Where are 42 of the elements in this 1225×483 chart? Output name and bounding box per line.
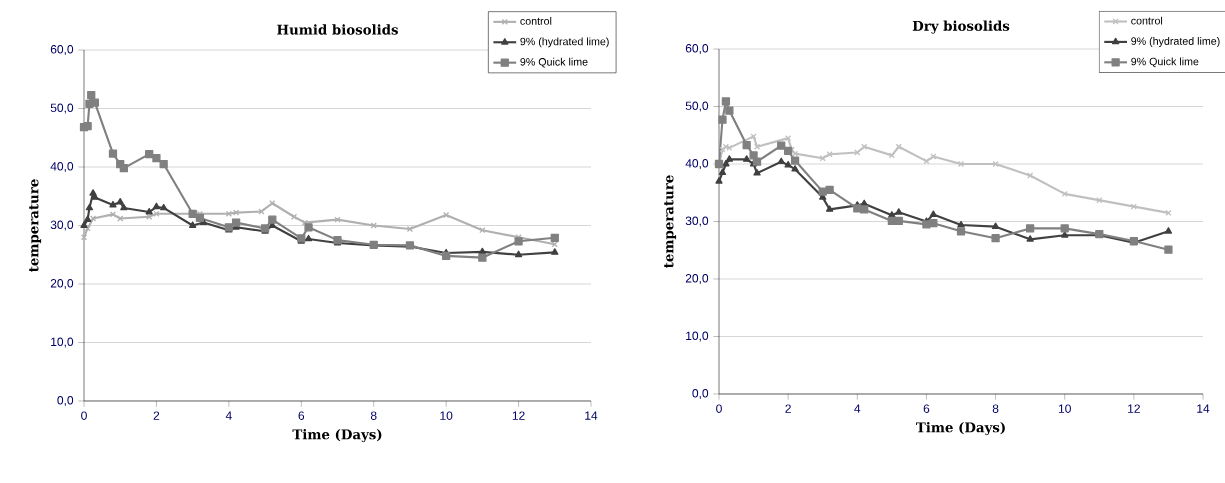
y-tick-label: 20,0 (685, 274, 709, 284)
y-tick-label: 50,0 (685, 101, 709, 112)
x-tick-label: 4 (225, 411, 232, 420)
x-tick-label: 2 (785, 404, 791, 413)
legend-label: 9% Quick lime (520, 57, 588, 68)
y-tick-label: 40,0 (685, 159, 709, 169)
y-tick-label: 20,0 (50, 279, 74, 289)
y-tick-label: 0,0 (57, 396, 74, 406)
y-tick-label: 30,0 (685, 216, 709, 227)
x-tick-label: 4 (854, 404, 861, 413)
legend-label: 9% (hydrated lime) (1131, 37, 1220, 47)
x-tick-label: 10 (440, 411, 453, 420)
x-tick-label: 6 (298, 411, 305, 420)
x-tick-label: 14 (585, 411, 598, 420)
y-tick-label: 60,0 (685, 44, 709, 54)
x-tick-label: 14 (1197, 404, 1210, 413)
x-tick-label: 0 (716, 404, 722, 413)
legend-label: 9% (hydrated lime) (520, 37, 609, 48)
x-tick-label: 6 (923, 404, 930, 413)
legend-label: control (1131, 16, 1163, 25)
y-tick-label: 50,0 (50, 103, 74, 114)
y-tick-label: 60,0 (50, 45, 74, 55)
x-tick-label: 12 (1128, 404, 1140, 413)
y-tick-label: 40,0 (50, 162, 74, 172)
x-tick-label: 12 (512, 411, 525, 420)
x-axis-title: Time (Days) (292, 429, 382, 443)
chart-title: Humid biosolids (277, 24, 398, 35)
x-tick-label: 2 (153, 411, 160, 420)
x-tick-label: 0 (81, 411, 87, 420)
x-tick-label: 10 (1058, 404, 1071, 413)
y-tick-label: 0,0 (692, 389, 709, 399)
chart-title: Dry biosolids (912, 20, 1010, 34)
y-tick-label: 10,0 (686, 331, 709, 342)
x-tick-label: 8 (370, 411, 377, 420)
legend-label: 9% Quick lime (1131, 57, 1199, 68)
legend-label: control (520, 16, 552, 25)
y-axis-title: temperature (29, 179, 42, 272)
y-tick-label: 10,0 (51, 337, 74, 348)
x-axis-title: Time (Days) (916, 422, 1005, 436)
x-tick-label: 8 (992, 404, 999, 413)
y-tick-label: 30,0 (50, 220, 74, 231)
y-axis-title: temperature (664, 175, 677, 268)
